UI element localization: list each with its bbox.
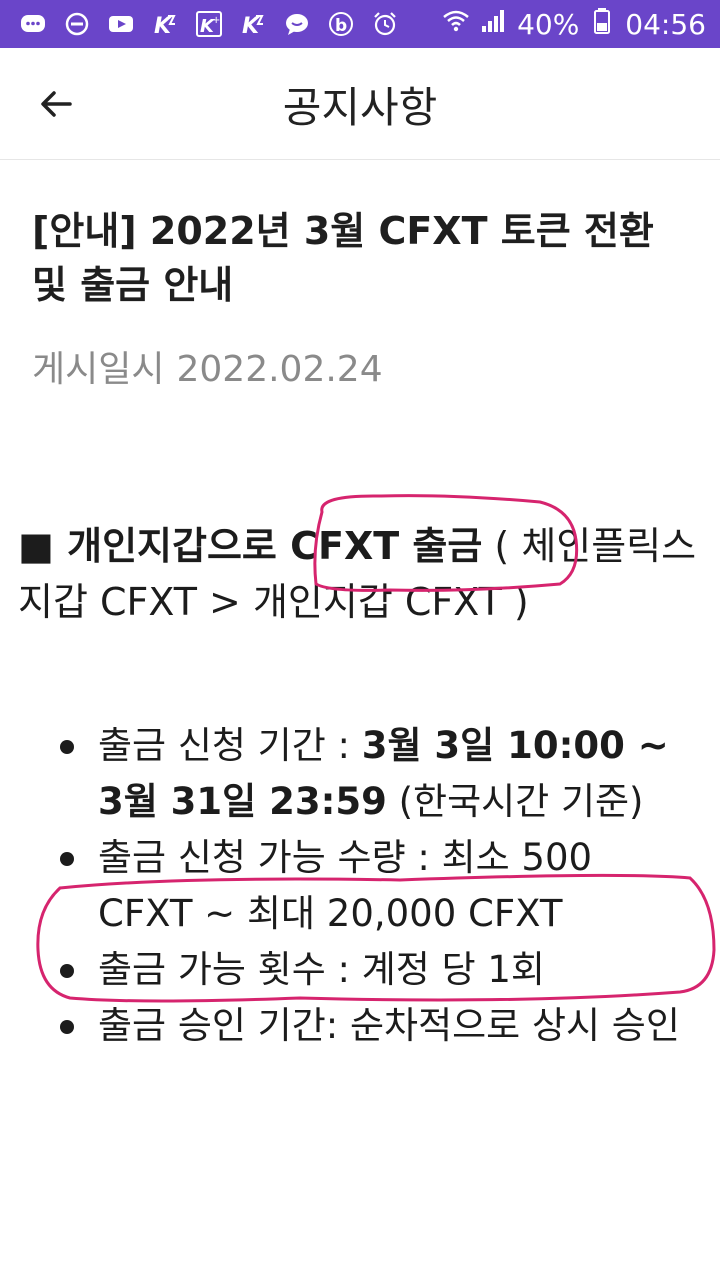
svg-text:+: + bbox=[212, 15, 220, 26]
app-bar: 공지사항 bbox=[0, 48, 720, 160]
notice-title: [안내] 2022년 3월 CFXT 토큰 전환 및 출금 안내 bbox=[32, 209, 654, 307]
youtube-icon bbox=[106, 9, 136, 39]
app-k-icon: K bbox=[238, 9, 268, 39]
status-bar: K K + K b 40% 04:56 bbox=[0, 0, 720, 48]
bullet-icon bbox=[60, 740, 74, 754]
arrow-left-icon bbox=[41, 91, 72, 117]
wifi-icon bbox=[441, 6, 471, 43]
list-item-bold: 3월 3일 10:00 ~ 3월 31일 23:59 bbox=[98, 724, 669, 823]
section-heading-bold: CFXT 출금 bbox=[290, 524, 483, 568]
post-date-value: 2022.02.24 bbox=[176, 349, 383, 390]
post-date-label: 게시일시 bbox=[32, 349, 165, 390]
svg-text:b: b bbox=[335, 16, 347, 36]
post-date: 게시일시 2022.02.24 bbox=[32, 340, 395, 392]
chat-bubble-icon bbox=[282, 9, 312, 39]
svg-text:K: K bbox=[242, 14, 261, 38]
app-k-plus-icon: K + bbox=[194, 9, 224, 39]
bullet-icon bbox=[60, 964, 74, 978]
status-right: 40% 04:56 bbox=[441, 6, 706, 43]
list-item: 출금 신청 기간 : 3월 3일 10:00 ~ 3월 31일 23:59 (한… bbox=[0, 718, 720, 830]
notification-icons: K K + K b bbox=[18, 9, 441, 39]
alarm-icon bbox=[370, 9, 400, 39]
section-heading-prefix: ■ 개인지갑으로 bbox=[18, 524, 291, 568]
list-item: 출금 가능 횟수 : 계정 당 1회 bbox=[0, 942, 720, 998]
list-item-rest: (한국시간 기준) bbox=[386, 780, 644, 823]
clock: 04:56 bbox=[625, 7, 706, 41]
list-item-label: 출금 승인 기간: 순차적으로 상시 승인 bbox=[98, 1004, 680, 1047]
section-heading: ■ 개인지갑으로 CFXT 출금 ( 체인플릭스 지갑 CFXT > 개인지갑 … bbox=[18, 518, 698, 630]
list-item: 출금 신청 가능 수량 : 최소 500 CFXT ~ 최대 20,000 CF… bbox=[0, 830, 720, 942]
b-app-icon: b bbox=[326, 9, 356, 39]
battery-percent: 40% bbox=[517, 7, 580, 41]
svg-text:K: K bbox=[200, 16, 216, 37]
message-icon bbox=[18, 9, 48, 39]
list-item-label: 출금 신청 가능 수량 : 최소 500 CFXT ~ 최대 20,000 CF… bbox=[98, 836, 593, 935]
signal-icon bbox=[479, 6, 509, 43]
bullet-icon bbox=[60, 852, 74, 866]
list-item-label: 출금 가능 횟수 : 계정 당 1회 bbox=[98, 948, 545, 991]
app-k-icon: K bbox=[150, 9, 180, 39]
battery-icon bbox=[587, 6, 617, 43]
list-item-label: 출금 신청 기간 : bbox=[98, 724, 362, 767]
back-button[interactable] bbox=[30, 78, 82, 130]
detail-list: 출금 신청 기간 : 3월 3일 10:00 ~ 3월 31일 23:59 (한… bbox=[0, 718, 720, 1054]
minus-circle-icon bbox=[62, 9, 92, 39]
bullet-icon bbox=[60, 1020, 74, 1034]
page-title: 공지사항 bbox=[282, 83, 438, 132]
list-item: 출금 승인 기간: 순차적으로 상시 승인 bbox=[0, 998, 720, 1054]
svg-text:K: K bbox=[154, 14, 173, 38]
